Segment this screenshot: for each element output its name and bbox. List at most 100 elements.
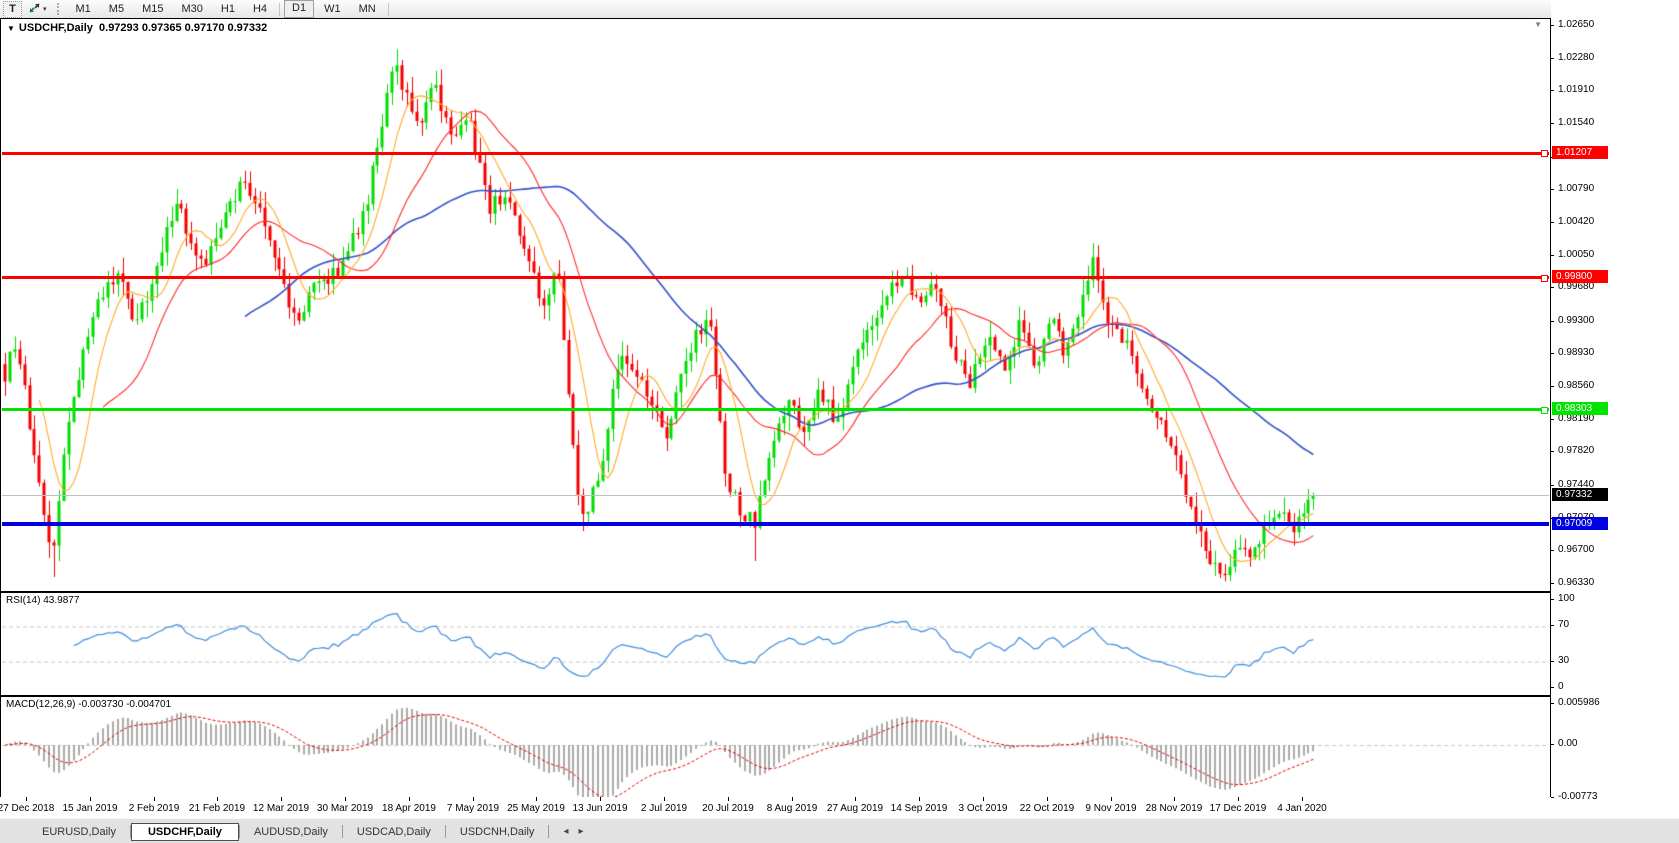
- arrange-arrows-button[interactable]: ▾: [26, 2, 49, 17]
- chart-tab-bar: EURUSD,Daily USDCHF,Daily AUDUSD,Daily USDC…: [0, 818, 1679, 843]
- macd-signal-value: -0.004701: [126, 699, 172, 710]
- macd-tick-mark: [1550, 744, 1554, 745]
- macd-tick-label: 0.005986: [1558, 697, 1600, 708]
- date-label: 22 Oct 2019: [1019, 803, 1075, 814]
- date-tick-mark: [1238, 797, 1239, 801]
- timeframe-button-m15[interactable]: M15: [142, 3, 164, 15]
- date-axis[interactable]: 27 Dec 2018 15 Jan 2019 2 Feb 2019 21 Feb 2…: [0, 797, 1551, 818]
- rsi-panel: RSI(14) 43.9877: [0, 592, 1551, 696]
- price-tag-resistance-upper: 1.01207: [1552, 146, 1608, 159]
- price-tag-support-blue: 0.97009: [1552, 517, 1608, 530]
- hline-support-green[interactable]: [2, 408, 1549, 411]
- rsi-tick-label: 30: [1558, 655, 1570, 666]
- price-tick-mark: [1550, 550, 1554, 551]
- hline-resistance-lower[interactable]: [2, 276, 1549, 279]
- price-tick-mark: [1550, 189, 1554, 190]
- price-tick-label: 1.00790: [1558, 183, 1595, 194]
- macd-name: MACD(12,26,9): [6, 699, 76, 710]
- timeframe-button-m5[interactable]: M5: [108, 3, 125, 15]
- dropdown-caret-icon[interactable]: ▾: [43, 6, 47, 13]
- price-tick-mark: [1550, 123, 1554, 124]
- tab-separator: [341, 825, 343, 838]
- date-label: 20 Jul 2019: [702, 803, 754, 814]
- price-tick-mark: [1550, 583, 1554, 584]
- ohlc-open: 0.97293: [99, 22, 139, 34]
- timeframe-button-w1[interactable]: W1: [324, 3, 341, 15]
- price-tick-label: 1.00420: [1558, 216, 1595, 227]
- price-axis[interactable]: 1.026501.022801.019101.015401.011601.007…: [1550, 0, 1679, 818]
- hline-resistance-upper[interactable]: [2, 152, 1549, 155]
- timeframe-button-h4[interactable]: H4: [252, 3, 268, 15]
- date-label: 2 Feb 2019: [128, 803, 180, 814]
- price-tag-support-green: 0.98303: [1552, 402, 1608, 415]
- tab-scroll-arrows: ◂▸: [563, 826, 593, 837]
- date-tick-mark: [217, 797, 218, 801]
- tab-usdchf[interactable]: USDCHF,Daily: [130, 822, 239, 841]
- date-tick-mark: [345, 797, 346, 801]
- tab-separator: [129, 825, 131, 838]
- chart-title: ▼ USDCHF,Daily 0.97293 0.97365 0.97170 0.…: [7, 22, 267, 34]
- price-tick-label: 1.01540: [1558, 117, 1595, 128]
- main-chart-canvas[interactable]: [2, 20, 1549, 590]
- tab-audusd[interactable]: AUDUSD,Daily: [253, 825, 328, 838]
- symbol-dropdown-icon[interactable]: ▼: [7, 24, 15, 33]
- price-tick-label: 1.00050: [1558, 249, 1595, 260]
- date-label: 25 May 2019: [507, 803, 565, 814]
- price-tick-mark: [1550, 386, 1554, 387]
- tab-separator: [444, 825, 446, 838]
- price-tick-mark: [1550, 222, 1554, 223]
- timeframe-button-m1[interactable]: M1: [75, 3, 91, 15]
- hline-anchor-resistance-lower: [1541, 275, 1548, 282]
- price-tick-label: 0.99300: [1558, 315, 1595, 326]
- date-label: 4 Jan 2020: [1277, 803, 1327, 814]
- chart-shift-marker-icon[interactable]: ▼: [1534, 20, 1542, 29]
- price-tick-mark: [1550, 58, 1554, 59]
- date-label: 8 Aug 2019: [766, 803, 818, 814]
- main-chart-panel: ▼ USDCHF,Daily 0.97293 0.97365 0.97170 0.…: [0, 18, 1551, 592]
- timeframe-group: M1 M5 M15 M30 H1 H4 D1 W1 MN: [67, 0, 392, 18]
- price-tick-label: 1.01910: [1558, 84, 1595, 95]
- price-tick-mark: [1550, 353, 1554, 354]
- chart-symbol: USDCHF,Daily: [18, 22, 93, 34]
- tab-eurusd[interactable]: EURUSD,Daily: [42, 825, 116, 838]
- macd-canvas[interactable]: [2, 698, 1549, 797]
- toolbar-grip[interactable]: [56, 3, 62, 15]
- rsi-label: RSI(14) 43.9877: [6, 595, 79, 606]
- rsi-tick-mark: [1550, 687, 1554, 688]
- date-tick-mark: [792, 797, 793, 801]
- rsi-tick-label: 100: [1558, 593, 1575, 604]
- date-tick-mark: [983, 797, 984, 801]
- price-tick-mark: [1550, 255, 1554, 256]
- macd-tick-label: 0.00: [1558, 738, 1578, 749]
- rsi-name: RSI(14): [6, 595, 41, 606]
- text-tool-button[interactable]: T: [3, 0, 22, 18]
- date-tick-mark: [1302, 797, 1303, 801]
- date-tick-mark: [536, 797, 537, 801]
- rsi-tick-label: 0: [1558, 681, 1564, 692]
- rsi-tick-label: 70: [1558, 619, 1570, 630]
- timeframe-button-mn[interactable]: MN: [358, 3, 376, 15]
- ohlc-high: 0.97365: [141, 22, 182, 34]
- timeframe-button-h1[interactable]: H1: [220, 3, 235, 15]
- rsi-canvas[interactable]: [2, 594, 1549, 694]
- date-tick-mark: [1174, 797, 1175, 801]
- date-tick-mark: [919, 797, 920, 801]
- tab-scroll-right-icon[interactable]: ▸: [578, 826, 594, 837]
- timeframe-button-d1[interactable]: D1: [284, 0, 315, 18]
- tab-scroll-left-icon[interactable]: ◂: [563, 826, 579, 837]
- price-tick-label: 0.97820: [1558, 445, 1595, 456]
- price-tick-mark: [1550, 485, 1554, 486]
- hline-support-blue[interactable]: [2, 522, 1549, 526]
- arrows-icon: [28, 2, 41, 17]
- hline-current-price[interactable]: [2, 495, 1549, 496]
- macd-tick-mark: [1550, 797, 1554, 798]
- hline-anchor-support-green: [1541, 407, 1548, 414]
- timeframe-button-m30[interactable]: M30: [181, 3, 203, 15]
- tab-usdcnh[interactable]: USDCNH,Daily: [459, 825, 535, 838]
- tab-usdcad[interactable]: USDCAD,Daily: [356, 825, 431, 838]
- price-tick-label: 0.96330: [1558, 577, 1595, 588]
- date-tick-mark: [154, 797, 155, 801]
- rsi-value: 43.9877: [43, 595, 80, 606]
- price-tick-mark: [1550, 321, 1554, 322]
